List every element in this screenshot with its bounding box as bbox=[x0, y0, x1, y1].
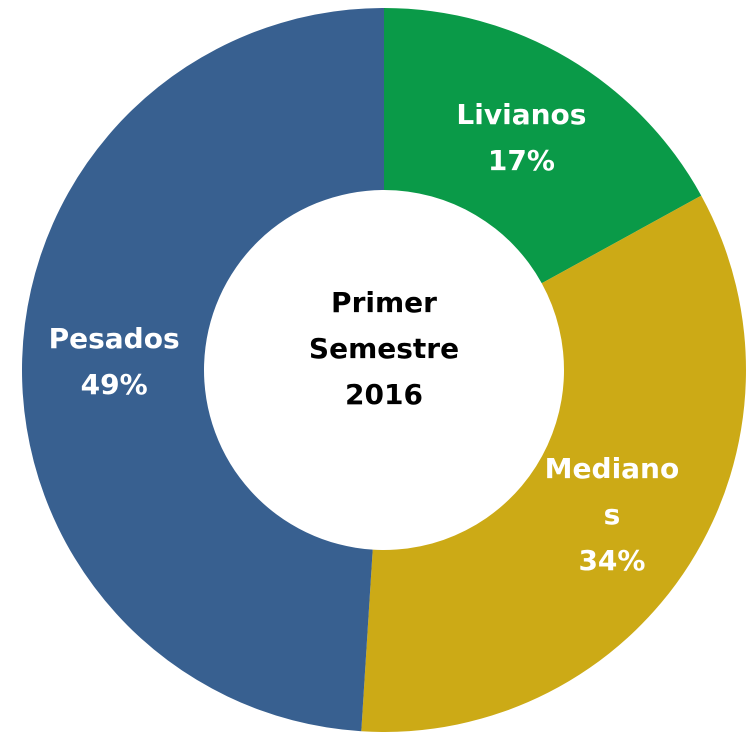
value-label: 34% bbox=[578, 543, 646, 577]
category-label: Livianos bbox=[456, 97, 587, 131]
center-title: Primer Semestre 2016 bbox=[308, 286, 460, 411]
category-label: Pesados bbox=[48, 321, 180, 355]
slice-label-box: Livianos 17% bbox=[431, 68, 611, 208]
slice-label: Livianos 17% bbox=[431, 68, 611, 208]
value-label: 49% bbox=[80, 367, 148, 401]
slice-label: Medianos 34% bbox=[522, 445, 702, 585]
value-label: 17% bbox=[487, 143, 555, 177]
center-title-box: Primer Semestre 2016 bbox=[308, 286, 460, 411]
donut-slice bbox=[361, 195, 746, 732]
donut-slice bbox=[21, 8, 385, 732]
donut-slice bbox=[384, 8, 702, 284]
slice-label: Pesados 49% bbox=[24, 292, 204, 432]
slice-label-box: Pesados 49% bbox=[24, 292, 204, 432]
slice-label-box: Medianos 34% bbox=[522, 445, 702, 585]
category-label: Medianos bbox=[544, 451, 680, 531]
